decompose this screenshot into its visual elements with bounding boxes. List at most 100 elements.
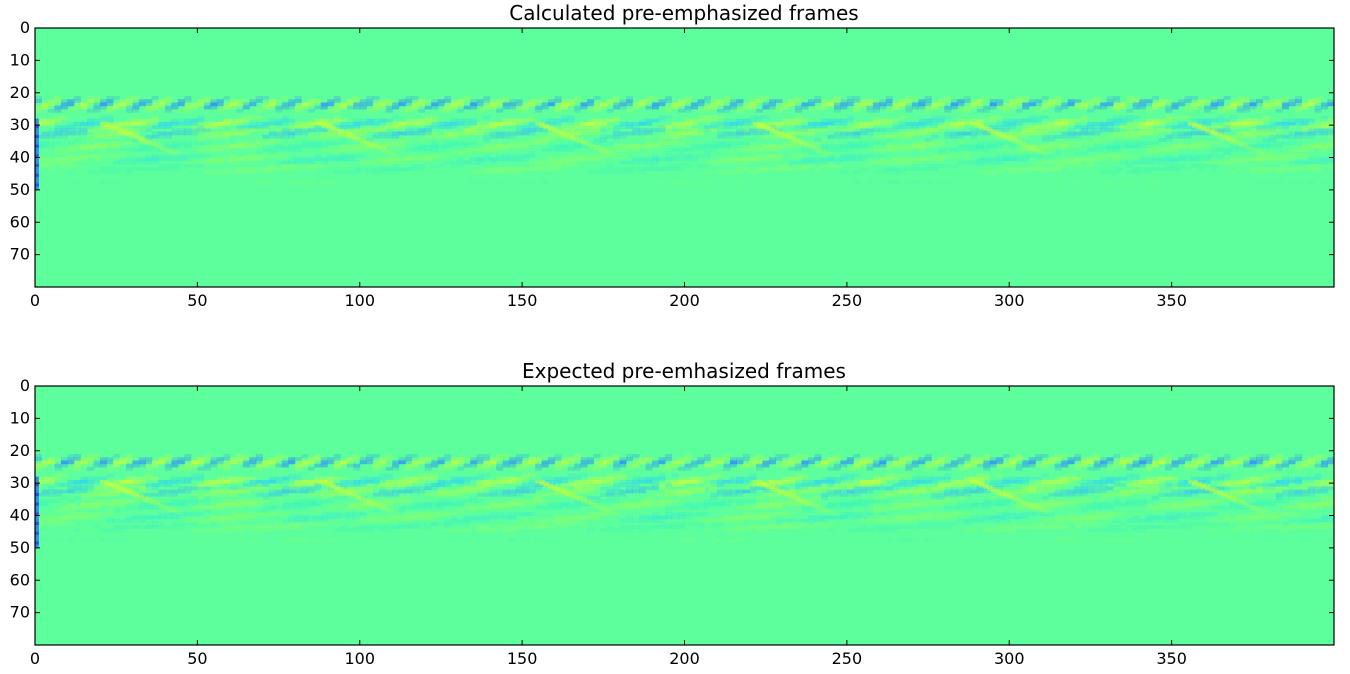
heatmap-cell [86, 460, 94, 465]
heatmap-cell [1275, 473, 1283, 478]
heatmap-cell [1048, 147, 1056, 152]
heatmap-cell [957, 492, 965, 497]
heatmap-cell [457, 121, 465, 126]
heatmap-cell [93, 121, 101, 126]
heatmap-cell [158, 125, 166, 129]
heatmap-cell [158, 99, 166, 103]
heatmap-cell [1119, 167, 1127, 171]
heatmap-cell [1100, 489, 1108, 494]
heatmap-cell [177, 486, 185, 491]
heatmap-cell [203, 125, 211, 129]
heatmap-cell [768, 105, 776, 110]
heatmap-cell [35, 121, 39, 126]
heatmap-cell [307, 486, 315, 491]
heatmap-cell [483, 121, 491, 126]
heatmap-cell [1139, 486, 1147, 491]
heatmap-cell [613, 95, 621, 100]
heatmap-cell [944, 95, 952, 100]
heatmap-cell [1145, 457, 1153, 461]
heatmap-cell [703, 108, 711, 113]
heatmap-cell [1015, 131, 1023, 136]
heatmap-cell [333, 115, 341, 120]
heatmap-cell [294, 105, 302, 110]
heatmap-cell [898, 102, 906, 107]
heatmap-cell [249, 157, 257, 162]
heatmap-cell [489, 131, 497, 136]
heatmap-cell [762, 489, 770, 494]
heatmap-cell [216, 144, 224, 149]
heatmap-cell [236, 125, 244, 129]
heatmap-cell [931, 502, 939, 507]
heatmap-cell [470, 496, 478, 500]
heatmap-cell [1230, 144, 1238, 149]
heatmap-cell [976, 128, 984, 133]
heatmap-cell [67, 505, 75, 510]
heatmap-cell [346, 479, 354, 484]
heatmap-cell [1262, 473, 1270, 478]
heatmap-cell [470, 486, 478, 491]
heatmap-cell [1126, 108, 1134, 113]
heatmap-cell [957, 121, 965, 126]
heatmap-cell [716, 483, 724, 487]
heatmap-cell [470, 125, 478, 129]
heatmap-cell [632, 147, 640, 152]
heatmap-cell [1178, 102, 1186, 107]
heatmap-cell [444, 141, 452, 146]
heatmap-cell [177, 121, 185, 126]
heatmap-cell [236, 502, 244, 507]
heatmap-cell [35, 125, 39, 129]
heatmap-cell [190, 502, 198, 507]
heatmap-cell [372, 118, 380, 123]
heatmap-cell [652, 463, 660, 468]
heatmap-cell [1288, 121, 1296, 126]
heatmap-cell [983, 486, 991, 491]
heatmap-cell [320, 463, 328, 468]
heatmap-cell [768, 134, 776, 139]
heatmap-cell [1171, 483, 1179, 487]
heatmap-cell [210, 99, 218, 103]
heatmap-cell [151, 463, 159, 468]
heatmap-cell [1295, 105, 1303, 110]
heatmap-cell [957, 102, 965, 107]
heatmap-cell [281, 505, 289, 510]
heatmap-cell [502, 121, 510, 126]
heatmap-cell [67, 144, 75, 149]
heatmap-cell [119, 102, 127, 107]
heatmap-cell [1126, 473, 1134, 478]
heatmap-cell [1139, 499, 1147, 504]
heatmap-cell [1243, 453, 1251, 458]
heatmap-cell [119, 160, 127, 165]
heatmap-cell [294, 502, 302, 507]
heatmap-cell [781, 118, 789, 123]
heatmap-cell [736, 118, 744, 123]
heatmap-cell [639, 486, 647, 491]
heatmap-cell [1256, 102, 1264, 107]
heatmap-cell [989, 118, 997, 123]
heatmap-cell [340, 479, 348, 484]
heatmap-cell [1165, 492, 1173, 497]
heatmap-cell [1308, 99, 1316, 103]
heatmap-cell [574, 483, 582, 487]
heatmap-cell [229, 476, 237, 481]
heatmap-cell [548, 163, 556, 168]
heatmap-cell [846, 486, 854, 491]
heatmap-cell [716, 134, 724, 139]
heatmap-cell [957, 457, 965, 461]
heatmap-cell [67, 486, 75, 491]
heatmap-cell [288, 131, 296, 136]
heatmap-cell [1184, 99, 1192, 103]
heatmap-cell [840, 473, 848, 478]
heatmap-cell [762, 128, 770, 133]
heatmap-cell [1197, 154, 1205, 158]
heatmap-cell [853, 483, 861, 487]
heatmap-cell [229, 121, 237, 126]
heatmap-cell [749, 131, 757, 136]
heatmap-cell [684, 154, 692, 158]
heatmap-cell [342, 132, 353, 137]
heatmap-cell [827, 457, 835, 461]
heatmap-cell [626, 466, 634, 471]
heatmap-cell [320, 144, 328, 149]
heatmap-cell [976, 141, 984, 146]
heatmap-cell [437, 99, 445, 103]
heatmap-cell [1210, 147, 1218, 152]
